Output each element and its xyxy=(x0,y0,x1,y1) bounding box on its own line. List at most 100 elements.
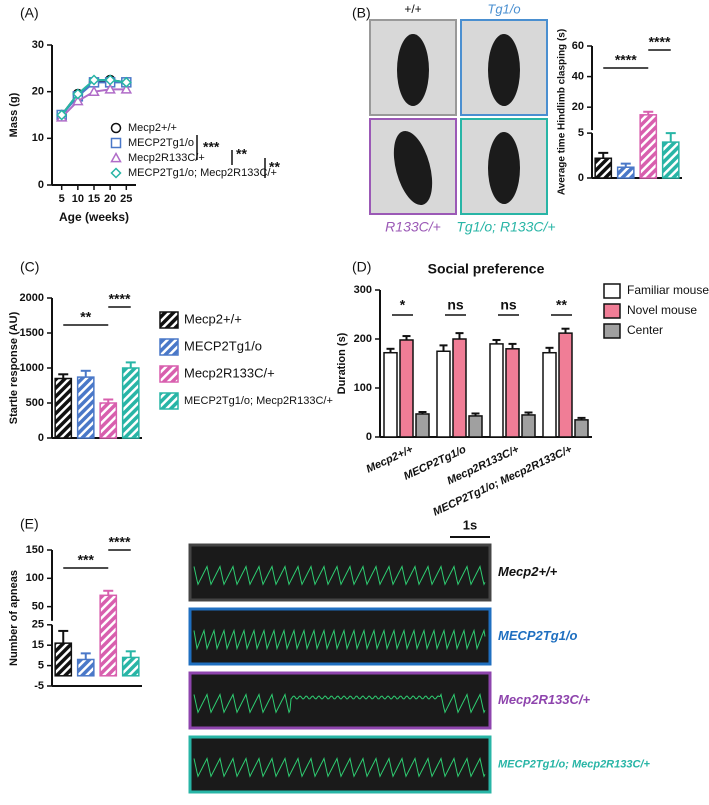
y-axis-label: Mass (g) xyxy=(8,92,20,137)
bar xyxy=(99,402,118,439)
y-tick-label: 20 xyxy=(32,86,44,98)
significance: **** xyxy=(615,52,637,68)
trace-box xyxy=(188,543,492,602)
panel-label: (B) xyxy=(352,5,371,21)
y-tick-label: 100 xyxy=(354,382,372,394)
bar xyxy=(399,339,414,438)
legend-swatch xyxy=(159,338,179,356)
trace xyxy=(193,628,486,651)
legend-label: MECP2Tg1/o; Mecp2R133C/+ xyxy=(128,167,277,179)
legend-swatch xyxy=(159,311,179,329)
panel-label: (A) xyxy=(20,5,39,21)
photos: +/+ Tg1/o R133C/+ Tg1/o; R133C/+ xyxy=(369,1,556,235)
y-tick-label: 300 xyxy=(354,284,372,296)
marker xyxy=(72,88,84,100)
photo-label: Tg1/o; R133C/+ xyxy=(456,219,555,235)
bar xyxy=(661,141,680,179)
y-axis-label: Number of apneas xyxy=(8,570,20,666)
legend-swatch xyxy=(603,283,621,299)
legend-swatch xyxy=(603,303,621,319)
marker xyxy=(104,74,116,86)
bar xyxy=(76,658,95,677)
y-tick-label: 5 xyxy=(38,660,44,672)
panel-label: (E) xyxy=(20,516,39,532)
legend-label: Center xyxy=(627,323,663,337)
legend-label: Familiar mouse xyxy=(627,283,709,297)
y-tick-label: 2000 xyxy=(20,292,44,304)
bar xyxy=(99,594,118,677)
photo-label: R133C/+ xyxy=(385,219,441,235)
x-tick-label: 10 xyxy=(72,193,84,205)
bar xyxy=(639,114,658,179)
significance: **** xyxy=(109,291,131,307)
significance: ns xyxy=(447,297,464,313)
bar xyxy=(436,350,451,438)
trace-box xyxy=(188,671,492,730)
photo-label: Tg1/o xyxy=(487,1,520,16)
x-tick-label: 20 xyxy=(104,193,116,205)
trace-label: MECP2Tg1/o xyxy=(498,628,578,643)
marker xyxy=(104,83,116,94)
mouse xyxy=(397,34,429,106)
marker xyxy=(110,151,122,163)
y-axis-label: Startle response (AU) xyxy=(8,311,20,424)
y-tick-label: 30 xyxy=(32,39,44,51)
significance: ** xyxy=(556,297,567,313)
marker xyxy=(120,83,133,94)
y-tick-label: -5 xyxy=(34,680,44,692)
marker xyxy=(110,167,122,179)
y-tick-label: 0 xyxy=(366,431,372,443)
bar xyxy=(616,166,635,179)
trace-box xyxy=(188,607,492,666)
significance: **** xyxy=(109,534,131,550)
trace xyxy=(193,757,486,778)
y-tick-label: 10 xyxy=(32,132,44,144)
legend-label: Mecp2+/+ xyxy=(128,122,177,134)
significance: *** xyxy=(78,552,95,568)
significance: ** xyxy=(269,159,280,175)
y-tick-label: 20 xyxy=(572,101,584,113)
y-tick-label: 0 xyxy=(578,172,584,184)
bar xyxy=(121,656,140,677)
y-tick-label: 60 xyxy=(572,40,584,52)
x-axis-label: Age (weeks) xyxy=(59,210,129,224)
bar xyxy=(542,351,557,438)
legend-label: Mecp2+/+ xyxy=(184,311,242,326)
mouse xyxy=(393,131,433,205)
y-tick-label: 15 xyxy=(32,639,44,651)
y-tick-label: 50 xyxy=(32,601,44,613)
y-tick-label: 200 xyxy=(354,333,372,345)
bar xyxy=(452,338,467,438)
marker xyxy=(88,85,100,97)
marker xyxy=(88,74,100,86)
trace xyxy=(193,693,486,714)
y-tick-label: 0 xyxy=(38,432,44,444)
significance: ** xyxy=(236,146,247,162)
scale-label: 1s xyxy=(463,517,477,532)
significance: ns xyxy=(500,297,517,313)
significance: **** xyxy=(649,34,671,50)
panel-label: (C) xyxy=(20,259,39,275)
bar xyxy=(121,367,140,439)
legend-swatch xyxy=(603,323,621,339)
trace-box xyxy=(188,735,492,794)
legend-label: Mecp2R133C/+ xyxy=(184,365,275,380)
significance: ** xyxy=(80,309,91,325)
y-tick-label: 1000 xyxy=(20,362,44,374)
y-tick-label: 5 xyxy=(578,127,584,139)
significance: * xyxy=(400,297,406,313)
photo-label: +/+ xyxy=(404,2,421,16)
marker xyxy=(56,109,68,121)
chart-title: Social preference xyxy=(428,261,545,277)
y-tick-label: 0 xyxy=(38,179,44,191)
bar xyxy=(489,343,504,438)
bar xyxy=(54,642,73,677)
bar xyxy=(468,415,483,438)
trace-label: Mecp2R133C/+ xyxy=(498,692,591,707)
bar xyxy=(54,377,73,439)
bar xyxy=(574,419,589,438)
mouse xyxy=(488,132,520,204)
y-axis-label: Duration (s) xyxy=(336,332,348,394)
y-tick-label: 150 xyxy=(26,544,44,556)
